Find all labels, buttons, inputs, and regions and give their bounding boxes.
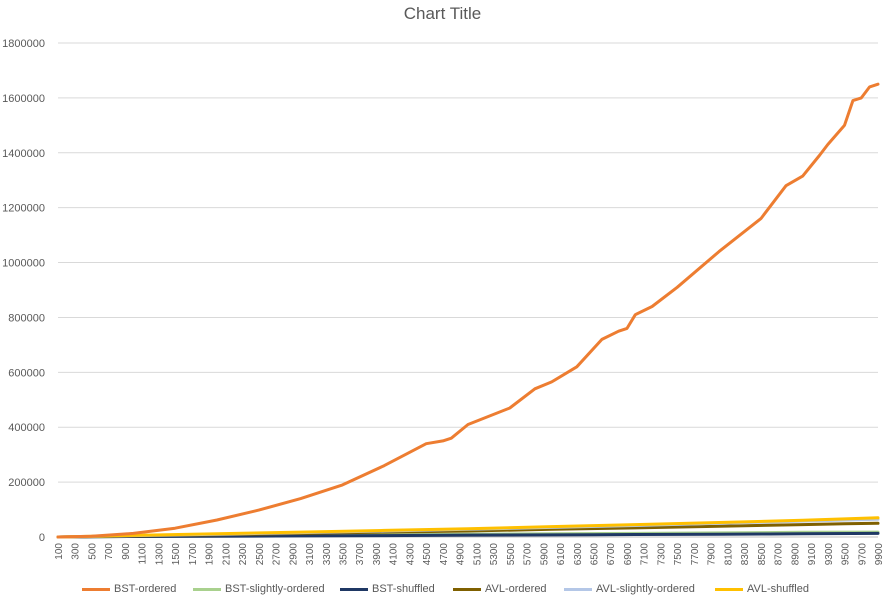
x-tick-label: 4100 [389, 543, 400, 566]
y-tick-label: 1800000 [2, 38, 45, 50]
x-tick-label: 6700 [606, 543, 617, 566]
x-tick-label: 6500 [590, 543, 601, 566]
x-tick-label: 5700 [523, 543, 534, 566]
x-tick-label: 8500 [757, 543, 768, 566]
x-tick-label: 3100 [305, 543, 316, 566]
legend-swatch [82, 587, 110, 591]
x-tick-label: 8100 [723, 543, 734, 566]
legend-item-bst-slightly-ordered: BST-slightly-ordered [193, 581, 325, 597]
y-tick-label: 1200000 [2, 203, 45, 215]
x-tick-label: 9700 [857, 543, 868, 566]
x-tick-label: 5900 [539, 543, 550, 566]
x-tick-label: 4900 [456, 543, 467, 566]
legend-item-bst-ordered: BST-ordered [82, 581, 176, 597]
x-tick-label: 4500 [422, 543, 433, 566]
series-line-bst-shuffled [56, 531, 880, 539]
y-tick-label: 1600000 [2, 93, 45, 105]
x-tick-label: 1100 [138, 543, 149, 565]
legend-label: AVL-ordered [485, 583, 547, 595]
y-tick-label: 400000 [8, 422, 45, 434]
legend-swatch [564, 587, 592, 591]
x-tick-label: 3300 [322, 543, 333, 566]
x-tick-label: 2900 [288, 543, 299, 566]
x-tick-label: 100 [54, 543, 65, 560]
series-lines [56, 82, 880, 539]
x-tick-label: 7100 [640, 543, 651, 566]
x-tick-label: 5500 [506, 543, 517, 566]
y-axis-tick-labels: 0 200000 400000 600000 800000 1000000 1200000 1… [2, 38, 45, 544]
legend-swatch [453, 587, 481, 591]
line-chart: 0 200000 400000 600000 800000 1000000 1200000 1… [2, 38, 885, 566]
y-tick-label: 800000 [8, 312, 45, 324]
x-tick-label: 4300 [405, 543, 416, 566]
gridlines [58, 42, 878, 538]
x-tick-label: 9500 [841, 543, 852, 566]
y-tick-label: 0 [39, 532, 45, 544]
x-tick-label: 700 [104, 543, 115, 560]
legend-item-avl-ordered: AVL-ordered [453, 581, 547, 597]
x-tick-label: 1700 [188, 543, 199, 566]
x-tick-label: 900 [121, 543, 132, 560]
x-tick-label: 8900 [790, 543, 801, 566]
x-tick-label: 2300 [238, 543, 249, 566]
legend: BST-ordered BST-slightly-ordered BST-shuff… [0, 581, 885, 597]
x-tick-label: 1900 [205, 543, 216, 566]
x-tick-label: 5100 [472, 543, 483, 566]
x-tick-label: 1500 [171, 543, 182, 566]
x-axis-tick-labels: 100 300 500 700 900 1100 1300 1500 1700 1900 2100 2… [54, 543, 885, 566]
legend-item-avl-shuffled: AVL-shuffled [715, 581, 809, 597]
x-tick-label: 3500 [338, 543, 349, 566]
y-tick-label: 1400000 [2, 148, 45, 160]
y-tick-label: 600000 [8, 367, 45, 379]
x-tick-label: 7500 [673, 543, 684, 566]
legend-label: BST-slightly-ordered [225, 583, 325, 595]
legend-label: AVL-slightly-ordered [596, 583, 695, 595]
series-line-bst-ordered [56, 82, 880, 539]
x-tick-label: 7300 [656, 543, 667, 566]
series-line-avl-shuffled [56, 516, 880, 539]
x-tick-label: 300 [71, 543, 82, 560]
x-tick-label: 500 [87, 543, 98, 560]
legend-item-bst-shuffled: BST-shuffled [340, 581, 435, 597]
x-tick-label: 9300 [824, 543, 835, 566]
x-tick-label: 5300 [489, 543, 500, 566]
x-tick-label: 1300 [154, 543, 165, 566]
x-tick-label: 7900 [707, 543, 718, 566]
chart-title: Chart Title [403, 4, 482, 23]
x-tick-label: 7700 [690, 543, 701, 566]
x-tick-label: 8700 [774, 543, 785, 566]
x-tick-label: 4700 [439, 543, 450, 566]
x-tick-label: 8300 [740, 543, 751, 566]
x-tick-label: 9100 [807, 543, 818, 566]
x-tick-label: 6100 [556, 543, 567, 566]
x-tick-label: 2100 [221, 543, 232, 566]
y-tick-label: 200000 [8, 477, 45, 489]
legend-label: AVL-shuffled [747, 583, 809, 595]
x-tick-label: 6900 [623, 543, 634, 566]
legend-swatch [340, 587, 368, 591]
x-tick-label: 3700 [355, 543, 366, 566]
x-tick-label: 2700 [272, 543, 283, 566]
x-tick-label: 6300 [573, 543, 584, 566]
x-tick-label: 9900 [874, 543, 885, 566]
legend-swatch [715, 587, 743, 591]
legend-swatch [193, 587, 221, 591]
legend-item-avl-slightly-ordered: AVL-slightly-ordered [564, 581, 695, 597]
x-tick-label: 2500 [255, 543, 266, 566]
legend-label: BST-ordered [114, 583, 177, 595]
y-tick-label: 1000000 [2, 258, 45, 270]
legend-label: BST-shuffled [372, 583, 435, 595]
x-tick-label: 3900 [372, 543, 383, 566]
